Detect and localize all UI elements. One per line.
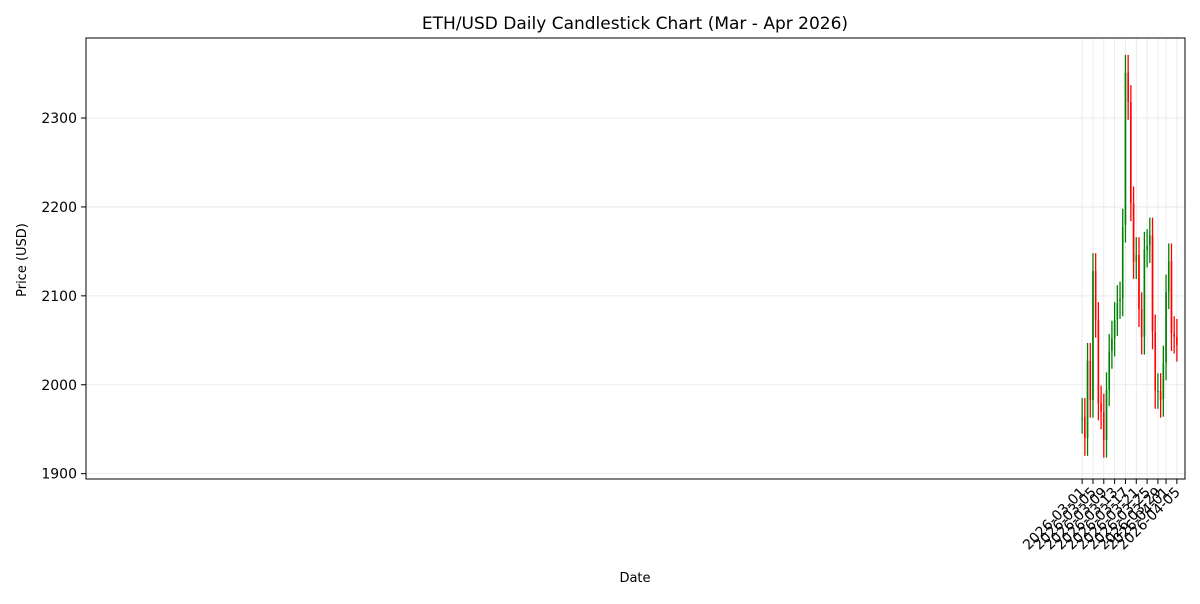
y-tick-label: 2000 bbox=[41, 378, 77, 394]
candle-body bbox=[1127, 72, 1129, 103]
candle-body bbox=[1130, 102, 1132, 204]
candle-body bbox=[1157, 390, 1159, 393]
candle-body bbox=[1124, 72, 1127, 225]
candle-body bbox=[1081, 418, 1083, 420]
candle-body bbox=[1151, 235, 1154, 332]
candle-body bbox=[1084, 416, 1086, 439]
y-tick-label: 2300 bbox=[41, 111, 77, 127]
x-axis-label: Date bbox=[619, 571, 650, 586]
candle-body bbox=[1176, 336, 1178, 345]
candle-body bbox=[1100, 403, 1102, 412]
y-axis-label: Price (USD) bbox=[15, 223, 30, 297]
candle-body bbox=[1167, 261, 1170, 292]
candle-body bbox=[1165, 292, 1167, 363]
candle-body bbox=[1146, 246, 1148, 250]
candle-body bbox=[1113, 319, 1116, 339]
candle-body bbox=[1089, 360, 1092, 400]
candle-body bbox=[1121, 226, 1124, 299]
candle-body bbox=[1094, 270, 1097, 320]
y-tick-label: 2100 bbox=[41, 289, 77, 305]
plot-frame bbox=[85, 37, 1186, 480]
candle-body bbox=[1119, 299, 1121, 302]
candle-body bbox=[1148, 235, 1151, 246]
grid-lines bbox=[86, 38, 1185, 479]
candle-body bbox=[1111, 338, 1113, 351]
candle-body bbox=[1132, 203, 1135, 263]
candle-body bbox=[1092, 270, 1094, 400]
y-tick-label: 1900 bbox=[41, 467, 77, 483]
candle-body bbox=[1135, 254, 1138, 262]
candle-body bbox=[1140, 309, 1143, 337]
candle-body bbox=[1116, 302, 1119, 319]
candle-body bbox=[1173, 334, 1175, 337]
candle-body bbox=[1105, 390, 1108, 440]
candle-body bbox=[1154, 332, 1157, 391]
candle-body bbox=[1170, 261, 1173, 334]
candle-body bbox=[1143, 249, 1146, 337]
chart-title: ETH/USD Daily Candlestick Chart (Mar - A… bbox=[422, 14, 848, 34]
candle-body bbox=[1138, 254, 1140, 310]
candle-body bbox=[1108, 351, 1111, 391]
candle-body bbox=[1086, 360, 1089, 439]
candle-body bbox=[1102, 412, 1105, 440]
y-tick-label: 2200 bbox=[41, 200, 77, 216]
candles bbox=[1081, 54, 1178, 458]
candle-body bbox=[1159, 390, 1162, 400]
candle-body bbox=[1097, 319, 1100, 404]
candle-body bbox=[1162, 363, 1165, 399]
